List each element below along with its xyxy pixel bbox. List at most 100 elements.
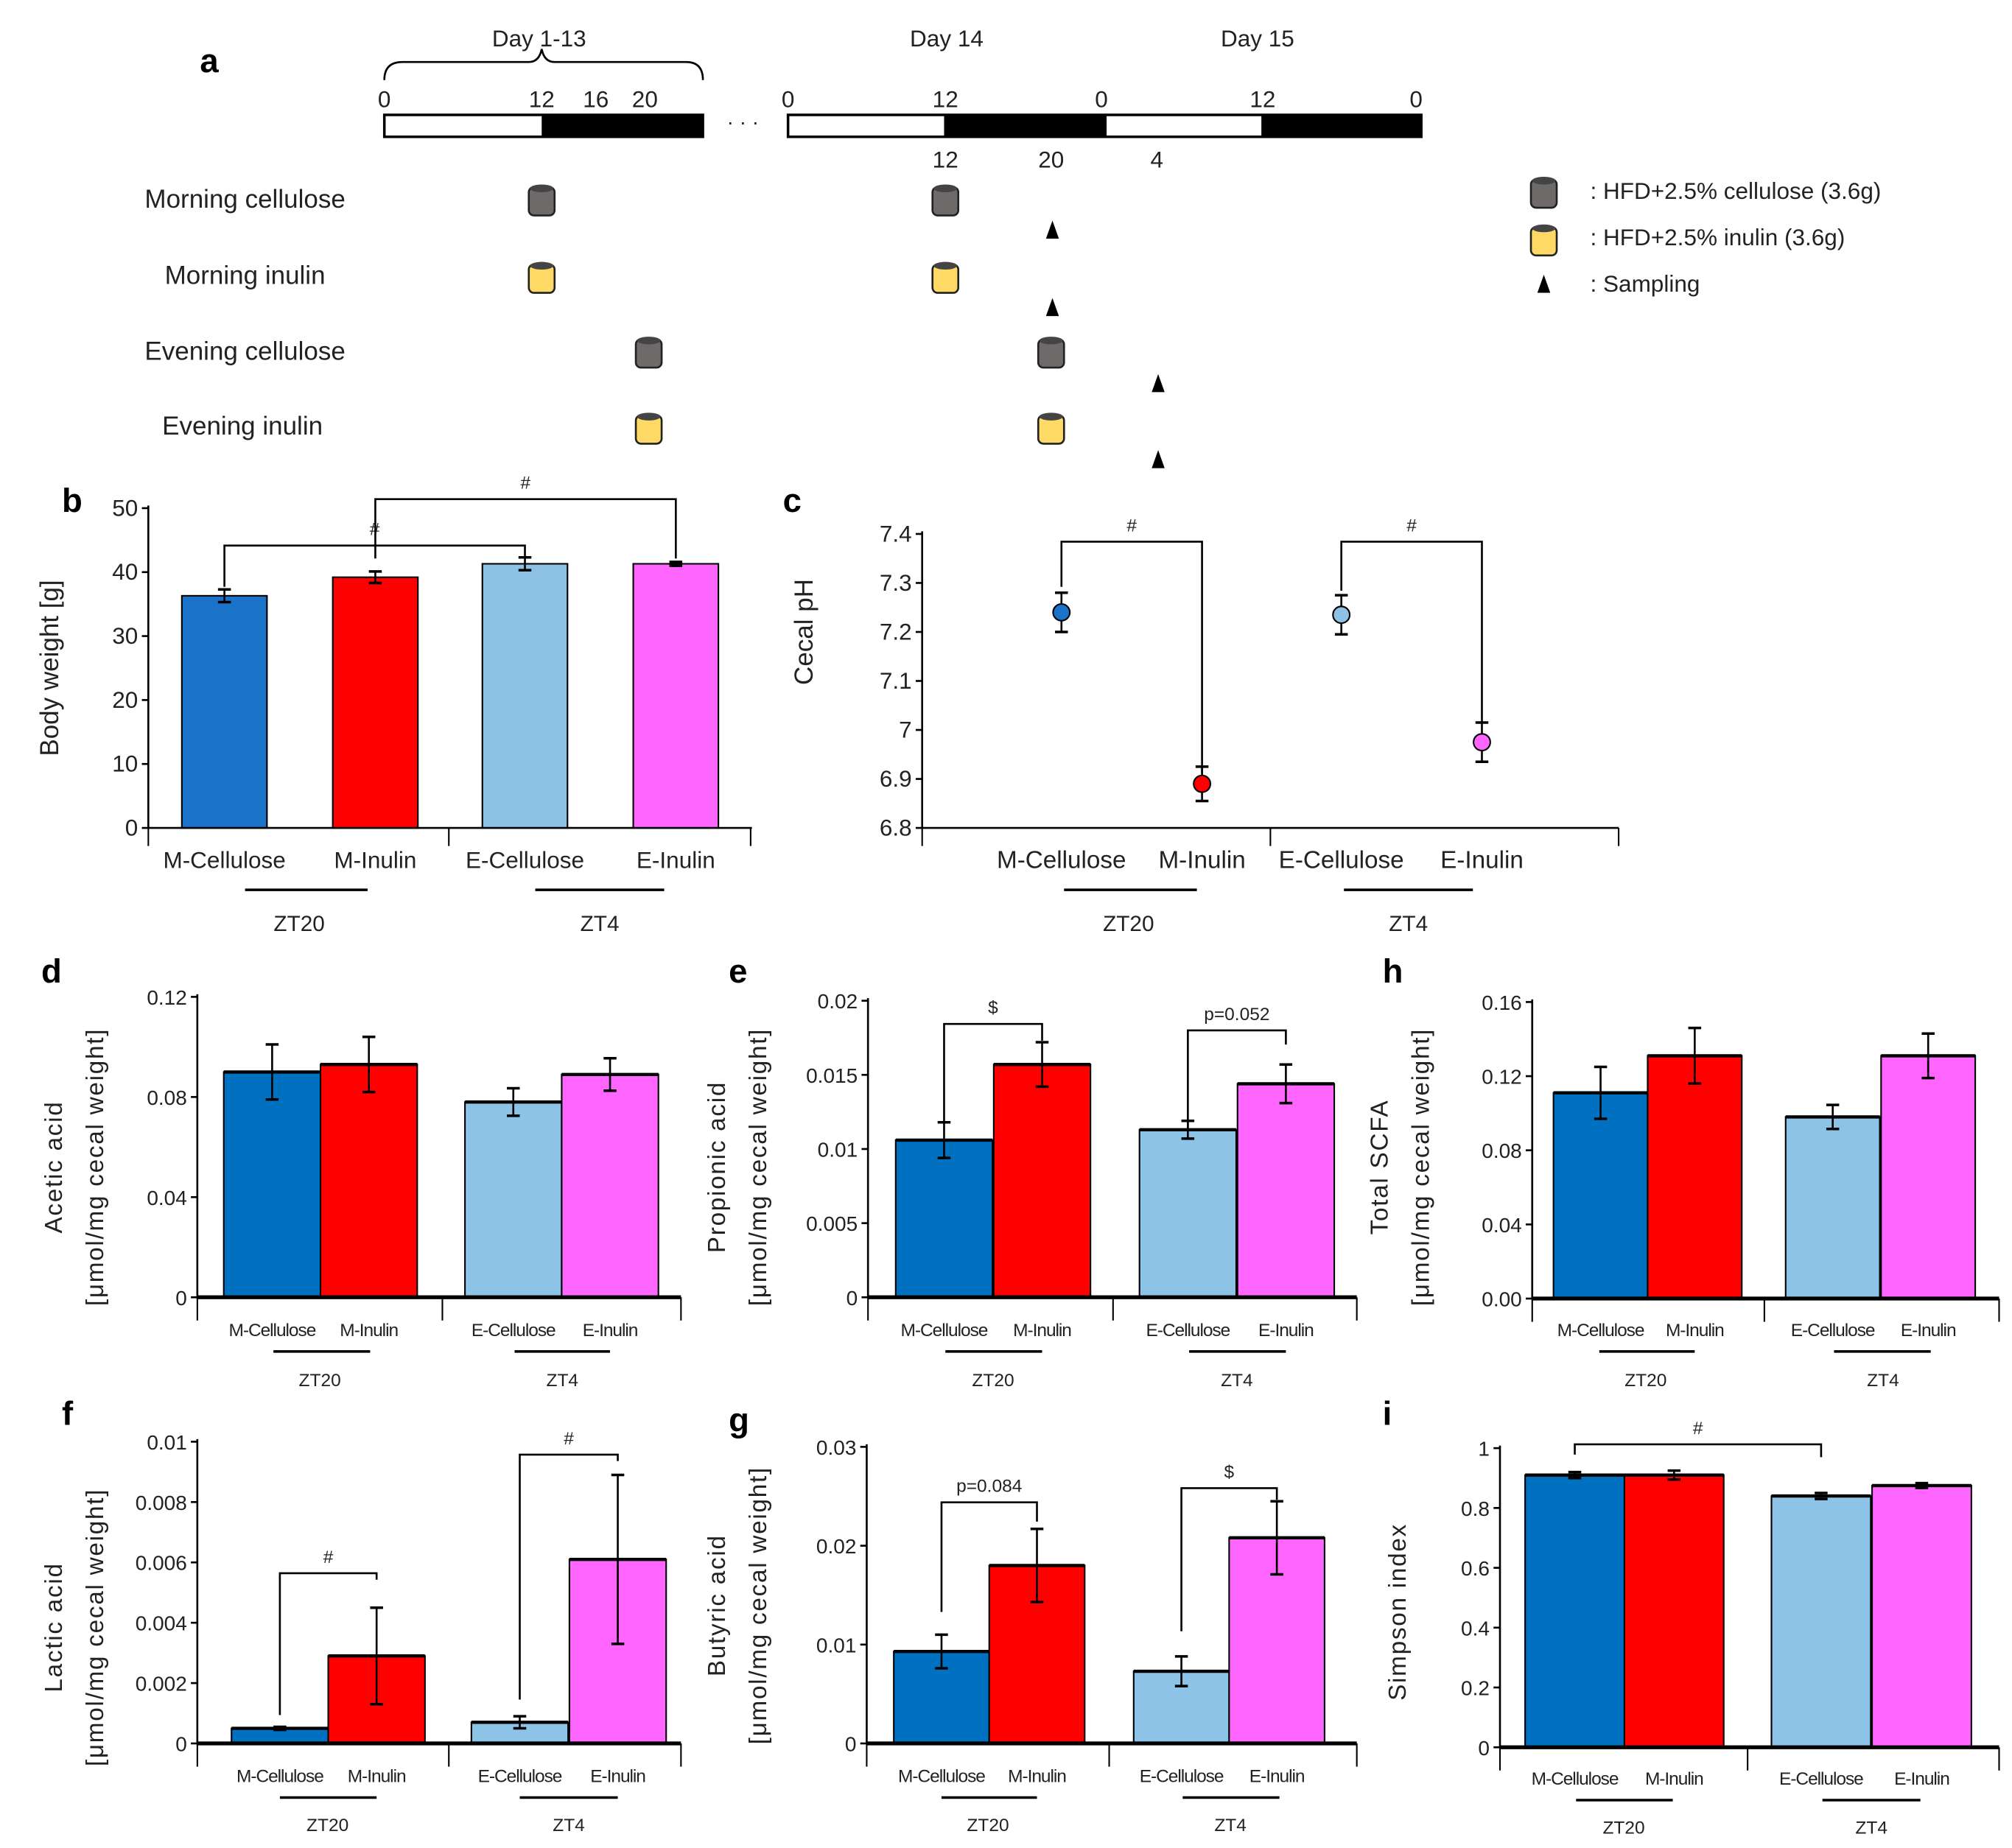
time-tick: 20 [632,85,658,112]
significance-bracket [374,498,677,559]
y-tick-label: 0.12 [147,986,187,1009]
y-tick-label: 0.02 [816,1535,857,1558]
category-label: M-Inulin [348,1767,406,1787]
cylinder-top [1040,337,1063,345]
group-label: ZT20 [1103,912,1154,936]
cellulose-diet-icon [1037,337,1065,369]
panel-letter: f [62,1395,74,1433]
y-tick-label: 0.16 [1482,991,1522,1014]
significance-label: # [323,1547,334,1567]
category-label: E-Cellulose [1140,1767,1224,1787]
significance-bracket [943,1022,1043,1122]
bar-m-cellulose [1524,1474,1625,1749]
significance-label: $ [1224,1462,1235,1482]
significance-bracket [1060,541,1203,774]
y-axis-label: Cecal pH [790,579,819,685]
significance-label: $ [988,998,998,1018]
y-axis-label: Propionic acid [704,1081,731,1253]
panel-e-chart: e Propionic acid [μmol/mg cecal weight] 0 0.… [704,952,1358,1391]
y-tick-label: 50 [112,494,138,521]
y-axis-label: [μmol/mg cecal weight] [82,1028,109,1306]
y-axis-label: Acetic acid [41,1100,68,1233]
time-tick: 16 [583,85,609,112]
cellulose-diet-icon [634,337,663,369]
panel-c-chart: c Cecal pH 6.8 6.9 7 7.1 7.2 7.3 7.4 M-Cellulose M… [783,482,1620,936]
group-label: ZT4 [1867,1371,1899,1391]
category-label: E-Inulin [590,1767,645,1787]
y-axis-label: Butyric acid [704,1534,731,1676]
y-axis-label: [μmol/mg cecal weight] [745,1466,772,1744]
bar-m-inulin [1623,1474,1725,1749]
group-label: ZT4 [553,1816,585,1835]
inulin-diet-icon [634,412,663,445]
y-tick-label: 0.006 [136,1552,187,1575]
y-tick-label: 6.8 [880,815,912,841]
day-label: Day 1-13 [492,25,586,52]
y-axis-label: Simpson index [1384,1523,1412,1701]
group-row-label: Morning cellulose [144,185,345,214]
dark-phase [944,114,1107,137]
cylinder-top [530,184,554,193]
group-row-label: Morning inulin [165,261,326,289]
bar-m-cellulose [222,1071,322,1299]
y-tick-label: 7 [899,717,912,743]
significance-label: # [564,1429,574,1449]
cylinder-top [1532,224,1556,233]
cylinder-top [933,184,957,193]
y-tick-label: 30 [112,622,138,649]
time-tick: 4 [1151,147,1164,173]
bar-e-cellulose [1770,1495,1872,1749]
cylinder-top [637,337,661,345]
significance-bracket [940,1501,1038,1612]
y-tick-label: 0.00 [1482,1288,1522,1311]
y-tick-label: 0.04 [1482,1214,1522,1237]
panel-letter: h [1383,952,1403,990]
category-label: M-Cellulose [898,1767,985,1787]
significance-bracket [1180,1487,1278,1631]
day-label: Day 14 [910,25,984,52]
y-axis-label: [μmol/mg cecal weight] [745,1028,772,1306]
time-tick: 12 [933,147,958,173]
time-tick: 0 [1409,85,1423,112]
category-label: E-Cellulose [478,1767,562,1787]
bar-e-inulin [632,563,720,829]
group-label: ZT20 [1624,1371,1666,1391]
bar-m-inulin [992,1064,1092,1299]
significance-label: # [521,474,531,493]
category-label: E-Inulin [1901,1321,1956,1341]
bar-e-cellulose [1784,1116,1881,1300]
point-m-cellulose [1052,602,1071,622]
y-tick-label: 0.02 [818,990,858,1013]
cylinder-top [637,412,661,421]
panel-letter: c [783,482,802,519]
group-label: ZT4 [581,912,620,936]
category-label: E-Cellulose [1791,1321,1875,1341]
category-label: E-Inulin [1249,1767,1305,1787]
y-tick-label: 0.2 [1461,1677,1490,1700]
dark-phase [1261,114,1422,137]
y-axis-label: Total SCFA [1367,1100,1394,1235]
legend-inulin-icon [1529,224,1558,257]
sampling-triangle-icon [1045,298,1059,317]
panel-letter: e [729,952,747,990]
y-tick-label: 0.008 [136,1492,187,1514]
significance-label: p=0.084 [956,1477,1022,1497]
panel-letter: d [41,952,62,990]
y-tick-label: 0.04 [147,1187,187,1209]
point-m-inulin [1193,774,1212,793]
bar-m-cellulose [180,594,268,829]
group-label: ZT20 [1602,1819,1644,1838]
group-label: ZT4 [1389,912,1428,936]
category-label: E-Cellulose [1146,1321,1230,1341]
category-label: E-Cellulose [472,1321,555,1341]
group-row-label: Evening inulin [162,412,323,440]
group-label: ZT4 [1214,1816,1247,1835]
y-tick-label: 7.1 [880,667,912,694]
category-label: M-Cellulose [163,846,285,873]
time-tick: 12 [933,85,958,112]
sampling-triangle-icon [1045,220,1059,239]
legend-label: : HFD+2.5% cellulose (3.6g) [1591,178,1882,204]
significance-label: p=0.052 [1204,1005,1269,1025]
group-label: ZT20 [306,1816,348,1835]
